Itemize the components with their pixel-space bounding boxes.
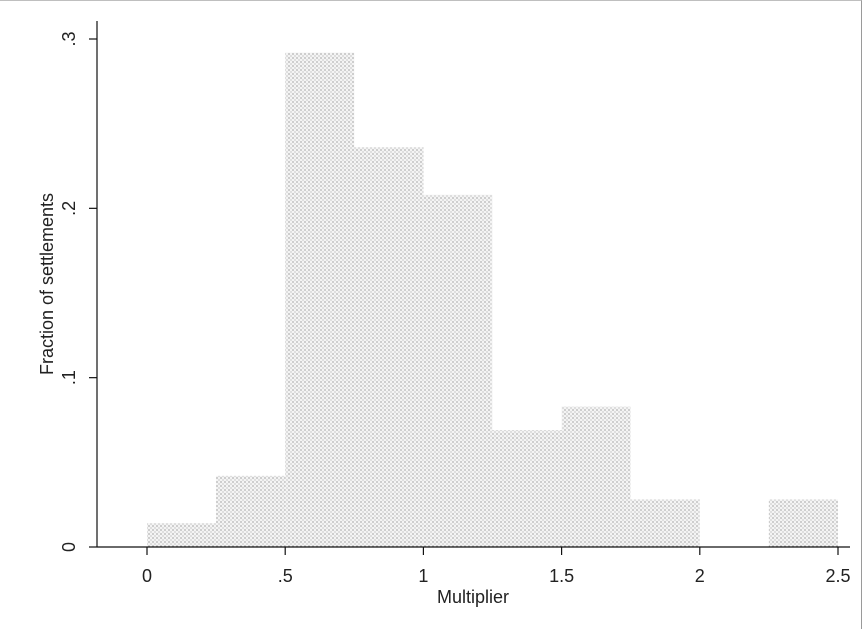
x-axis-title: Multiplier	[437, 587, 509, 607]
bar-3	[354, 147, 424, 547]
y-axis-title: Fraction of settlements	[37, 193, 57, 375]
bar-4	[423, 194, 493, 548]
y-tick-label-3: .3	[59, 31, 79, 46]
bars-layer	[147, 52, 838, 548]
x-tick-label-5: 2.5	[825, 566, 850, 586]
y-tick-label-2: .2	[59, 201, 79, 216]
y-tick-label-0: 0	[59, 542, 79, 552]
bar-9	[768, 499, 838, 547]
bar-6	[561, 406, 631, 547]
bar-5	[492, 430, 562, 547]
x-ticks-layer: 0 .5 1 1.5 2 2.5	[142, 547, 851, 586]
x-tick-label-3: 1.5	[549, 566, 574, 586]
x-tick-label-1: .5	[278, 566, 293, 586]
bar-7	[630, 499, 700, 547]
bar-1	[216, 475, 286, 547]
y-tick-label-1: .1	[59, 370, 79, 385]
bar-2	[285, 52, 355, 548]
x-tick-label-2: 1	[418, 566, 428, 586]
bar-0	[147, 523, 217, 547]
y-ticks-layer: 0 .1 .2 .3	[59, 31, 97, 552]
x-tick-label-0: 0	[142, 566, 152, 586]
x-tick-label-4: 2	[695, 566, 705, 586]
